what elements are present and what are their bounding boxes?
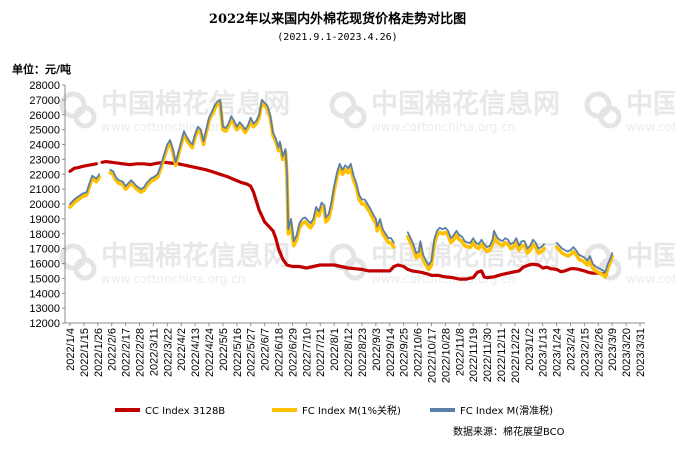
y-tick-label: 18000 xyxy=(29,229,60,241)
x-tick-label: 2022/6/18 xyxy=(274,328,286,377)
x-tick-label: 2022/11/8 xyxy=(454,328,466,376)
x-tick-label: 2022/8/23 xyxy=(357,328,369,377)
legend-label: FC Index M(滑准税) xyxy=(460,404,553,417)
x-tick-label: 2022/7/10 xyxy=(301,328,313,377)
watermark-layer: 中国棉花信息网www.cottonchina.org.cn中国棉花信息网www.… xyxy=(59,88,675,286)
watermark-logo-icon xyxy=(329,91,357,119)
legend-label: FC Index M(1%关税) xyxy=(302,404,401,417)
x-tick-label: 2022/2/6 xyxy=(107,328,119,371)
x-tick-label: 2022/8/12 xyxy=(343,328,355,377)
watermark-logo-icon xyxy=(73,257,97,281)
x-tick-label: 2022/9/25 xyxy=(399,328,411,377)
watermark-text-cn: 中国棉花信息网 xyxy=(101,240,290,272)
series-line-3 xyxy=(69,99,614,274)
watermark-text-en: www.cottonchina.org.cn xyxy=(371,120,515,134)
y-tick-label: 15000 xyxy=(29,273,60,285)
series-lines xyxy=(68,99,614,281)
watermark-text-cn: 中国棉花信息网 xyxy=(626,240,675,272)
x-tick-label: 2022/1/15 xyxy=(79,328,91,377)
x-tick-label: 2022/5/27 xyxy=(246,328,258,377)
x-tick-label: 2022/10/6 xyxy=(413,328,425,377)
watermark-logo-icon xyxy=(598,105,622,129)
watermark-logo-icon xyxy=(73,105,97,129)
x-tick-label: 2022/1/4 xyxy=(65,328,77,371)
x-tick-label: 2022/11/19 xyxy=(468,328,480,382)
chart-subtitle: (2021.9.1-2023.4.26) xyxy=(277,32,397,43)
x-tick-label: 2022/2/28 xyxy=(135,328,147,377)
y-tick-label: 14000 xyxy=(29,288,60,300)
x-tick-label: 2022/8/1 xyxy=(329,328,341,371)
x-tick-label: 2022/10/17 xyxy=(426,328,438,383)
x-tick-label: 2022/6/29 xyxy=(287,328,299,377)
x-tick-label: 2022/7/21 xyxy=(315,328,327,377)
x-tick-label: 2022/2/17 xyxy=(121,328,133,377)
x-tick-label: 2023/1/24 xyxy=(552,328,564,377)
y-tick-label: 19000 xyxy=(29,214,60,226)
x-tick-label: 2022/12/11 xyxy=(496,328,508,382)
x-tick-label: 2022/1/26 xyxy=(93,328,105,377)
x-tick-label: 2022/10/28 xyxy=(440,328,452,383)
y-tick-label: 26000 xyxy=(29,110,60,122)
y-axis-unit-label: 单位：元/吨 xyxy=(12,62,71,76)
y-tick-label: 23000 xyxy=(29,154,60,166)
x-tick-label: 2023/1/2 xyxy=(524,328,536,371)
x-tick-label: 2023/2/4 xyxy=(565,328,577,371)
y-tick-label: 22000 xyxy=(29,169,60,181)
chart-title: 2022年以来国内外棉花现货价格走势对比图 xyxy=(209,11,466,27)
y-tick-label: 25000 xyxy=(29,125,60,137)
series-line-1 xyxy=(68,160,609,281)
x-tick-label: 2023/3/20 xyxy=(621,328,633,377)
watermark-text-en: www.cottonchina.org.cn xyxy=(626,272,675,286)
y-tick-label: 28000 xyxy=(29,80,60,92)
y-tick-label: 17000 xyxy=(29,244,60,256)
y-tick-label: 12000 xyxy=(29,318,60,330)
watermark-logo-icon xyxy=(584,91,612,119)
watermark-text-cn: 中国棉花信息网 xyxy=(626,88,675,120)
axes: 12000 13000 14000 15000 16000 17000 18000 19000… xyxy=(29,80,647,383)
y-tick-label: 13000 xyxy=(29,303,60,315)
x-tick-label: 2023/3/31 xyxy=(635,328,647,377)
x-tick-label: 2022/4/24 xyxy=(204,328,216,377)
watermark-text-en: www.cottonchina.org.cn xyxy=(371,272,515,286)
legend-label: CC Index 3128B xyxy=(145,406,225,417)
x-tick-label: 2023/2/26 xyxy=(593,328,605,377)
x-tick-label: 2022/6/7 xyxy=(260,328,272,371)
x-tick-label: 2022/12/22 xyxy=(510,328,522,383)
x-tick-label: 2022/5/5 xyxy=(218,328,230,371)
watermark-logo-icon xyxy=(59,243,87,271)
y-tick-label: 21000 xyxy=(29,184,60,196)
x-tick-label: 2022/9/14 xyxy=(385,328,397,377)
x-tick-label: 2023/3/9 xyxy=(607,328,619,371)
x-tick-label: 2022/3/22 xyxy=(162,328,174,377)
x-tick-label: 2022/5/16 xyxy=(232,328,244,377)
y-tick-label: 24000 xyxy=(29,140,60,152)
x-tick-label: 2022/3/11 xyxy=(148,328,160,376)
x-tick-label: 2022/11/30 xyxy=(482,328,494,382)
x-tick-label: 2023/1/13 xyxy=(538,328,550,377)
watermark-text-en: www.cottonchina.org.cn xyxy=(626,120,675,134)
watermark-logo-icon xyxy=(59,91,87,119)
data-source-note: 数据来源：棉花展望BCO xyxy=(453,425,565,438)
y-tick-label: 20000 xyxy=(29,199,60,211)
x-tick-label: 2023/2/15 xyxy=(579,328,591,377)
y-tick-label: 27000 xyxy=(29,95,60,107)
series-line-2 xyxy=(68,101,614,279)
watermark-text-cn: 中国棉花信息网 xyxy=(371,88,560,120)
x-tick-label: 2022/9/3 xyxy=(371,328,383,371)
watermark-text-en: www.cottonchina.org.cn xyxy=(101,272,245,286)
legend: CC Index 3128B FC Index M(1%关税) FC Index M… xyxy=(115,404,553,417)
x-tick-label: 2022/4/13 xyxy=(190,328,202,377)
watermark-logo-icon xyxy=(343,105,367,129)
x-tick-label: 2022/4/2 xyxy=(176,328,188,371)
y-tick-label: 16000 xyxy=(29,259,60,271)
